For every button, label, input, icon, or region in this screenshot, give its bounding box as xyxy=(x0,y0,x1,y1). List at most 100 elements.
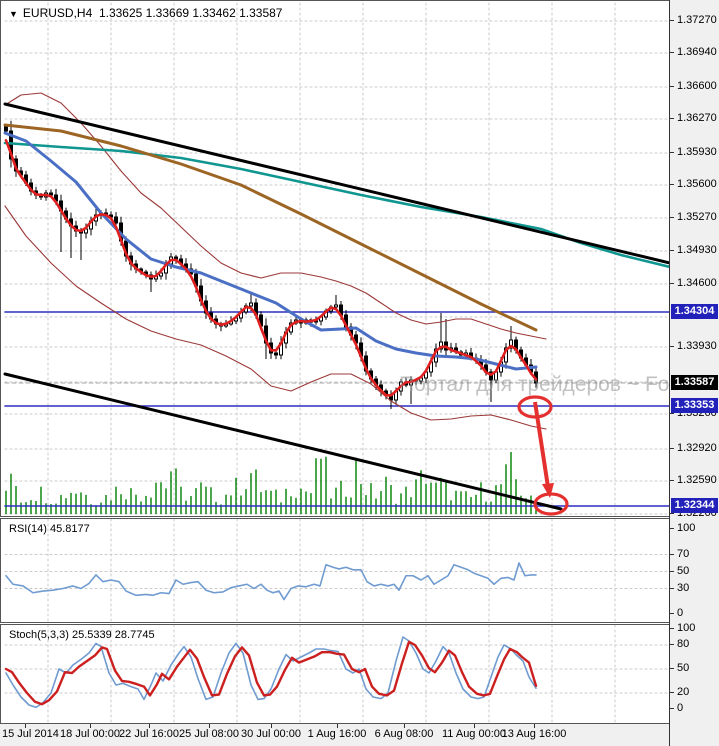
current-price-badge: 1.33587 xyxy=(671,375,718,390)
time-axis-tick xyxy=(534,724,535,728)
price-axis-tick xyxy=(670,86,674,87)
time-axis-tick xyxy=(271,724,272,728)
rsi-canvas[interactable] xyxy=(1,519,670,624)
price-axis-label: 1.37270 xyxy=(677,14,717,26)
price-axis-tick xyxy=(670,118,674,119)
main-chart-panel[interactable]: ▼ EURUSD,H4 1.33625 1.33669 1.33462 1.335… xyxy=(0,0,670,518)
stochastic-scale-label: 0 xyxy=(677,702,684,714)
time-axis-tick xyxy=(404,724,405,728)
date-label: 25 Jul 08:00 xyxy=(179,728,239,740)
bollinger-lower-band xyxy=(4,205,547,430)
date-label: 15 Jul 2014 xyxy=(2,728,59,740)
stochastic-scale-label: 100 xyxy=(677,622,696,634)
price-axis[interactable]: 1.37270 1.36940 1.36600 1.36270 1.35930 1.356… xyxy=(669,0,719,746)
price-axis-tick xyxy=(670,184,674,185)
date-label: 22 Jul 16:00 xyxy=(119,728,179,740)
time-axis-tick xyxy=(209,724,210,728)
price-axis-label: 1.32590 xyxy=(677,474,717,486)
candle-body-bearish xyxy=(49,192,53,196)
annotation-ellipse-target[interactable] xyxy=(533,492,569,516)
price-axis-tick xyxy=(670,52,674,53)
stochastic-scale-label: 80 xyxy=(677,638,690,650)
price-axis-tick xyxy=(670,217,674,218)
scale-tick xyxy=(670,570,674,572)
date-label: 18 Jul 00:00 xyxy=(60,728,120,740)
stochastic-canvas[interactable] xyxy=(1,625,670,724)
price-axis-tick xyxy=(670,480,674,481)
price-axis-tick xyxy=(670,250,674,251)
level-price-badge: 1.33353 xyxy=(671,398,718,413)
candle-body-bearish xyxy=(489,371,493,381)
date-label: 13 Aug 16:00 xyxy=(501,728,567,740)
date-label: 11 Aug 00:00 xyxy=(441,728,507,740)
price-axis-tick xyxy=(670,152,674,153)
symbol-timeframe-label: EURUSD,H4 xyxy=(22,6,93,20)
price-axis-tick xyxy=(670,283,674,284)
stochastic-d-line xyxy=(4,640,538,706)
stochastic-panel[interactable]: Stoch(5,3,3) 25.5339 28.7745 xyxy=(0,624,670,724)
price-axis-label: 1.36600 xyxy=(677,80,717,92)
candle-body-bullish xyxy=(159,272,163,277)
stochastic-scale-label: 20 xyxy=(677,686,690,698)
candle-body-bullish xyxy=(334,304,338,308)
rsi-indicator-label: RSI(14) 45.8177 xyxy=(9,523,90,535)
price-axis-tick xyxy=(670,448,674,449)
scale-tick xyxy=(670,692,674,693)
brown-moving-average xyxy=(3,123,538,332)
price-axis-label: 1.34600 xyxy=(677,277,717,289)
annotation-ellipse-entry[interactable] xyxy=(517,395,553,419)
price-axis-tick xyxy=(670,20,674,21)
time-axis[interactable]: 15 Jul 2014 18 Jul 00:00 22 Jul 16:00 25 Ju… xyxy=(0,723,669,746)
price-axis-label: 1.32920 xyxy=(677,442,717,454)
scale-tick xyxy=(670,668,674,669)
price-axis-label: 1.35270 xyxy=(677,211,717,223)
upper-trend-line xyxy=(3,102,670,265)
price-axis-label: 1.33930 xyxy=(677,340,717,352)
price-axis-tick xyxy=(670,513,674,514)
date-label: 30 Jul 00:00 xyxy=(241,728,301,740)
candle-body-bullish xyxy=(509,339,513,349)
price-axis-tick xyxy=(670,346,674,347)
scale-tick xyxy=(670,587,674,589)
time-axis-tick xyxy=(474,724,475,728)
stochastic-k-line xyxy=(5,636,537,709)
rsi-scale-label: 30 xyxy=(677,581,690,594)
date-label: 1 Aug 16:00 xyxy=(307,728,367,740)
level-price-badge: 1.34304 xyxy=(671,304,718,319)
ohlc-values: 1.33625 1.33669 1.33462 1.33587 xyxy=(98,6,283,20)
rsi-line xyxy=(5,562,537,601)
time-axis-tick xyxy=(337,724,338,728)
time-axis-tick xyxy=(90,724,91,728)
symbol-dropdown-marker-icon: ▼ xyxy=(9,9,18,19)
rsi-panel[interactable]: RSI(14) 45.8177 xyxy=(0,518,670,624)
date-label: 6 Aug 08:00 xyxy=(374,728,434,740)
candlesticks xyxy=(4,120,538,409)
time-axis-tick xyxy=(149,724,150,728)
candle-body-bearish xyxy=(114,216,118,224)
price-axis-label: 1.34930 xyxy=(677,244,717,256)
candle-body-bearish xyxy=(274,352,278,356)
level-price-badge: 1.32344 xyxy=(671,498,718,513)
candle-body-bearish xyxy=(9,130,13,160)
price-axis-label: 1.35600 xyxy=(677,178,717,190)
rsi-scale-label: 100 xyxy=(677,522,696,534)
candle-body-bullish xyxy=(249,302,253,307)
blue-moving-average xyxy=(3,131,538,371)
rsi-scale-label: 50 xyxy=(677,564,690,577)
scale-tick xyxy=(670,708,674,709)
candle-body-bullish xyxy=(439,341,443,350)
stochastic-scale-label: 50 xyxy=(677,662,690,674)
scale-tick xyxy=(670,644,674,645)
rsi-scale-label: 70 xyxy=(677,547,690,560)
scale-tick xyxy=(670,553,674,555)
scale-tick xyxy=(670,613,674,614)
rsi-scale-label: 0 xyxy=(677,607,684,619)
price-axis-label: 1.36270 xyxy=(677,112,717,124)
price-axis-tick xyxy=(670,413,674,414)
scale-tick xyxy=(670,628,674,629)
price-chart-canvas[interactable]: Портал для трейдеров ~ ForTrader.ru xyxy=(1,1,670,518)
scale-tick xyxy=(670,528,674,529)
watermark-text: Портал для трейдеров ~ ForTrader.ru xyxy=(399,373,670,396)
teal-moving-average xyxy=(3,141,670,269)
